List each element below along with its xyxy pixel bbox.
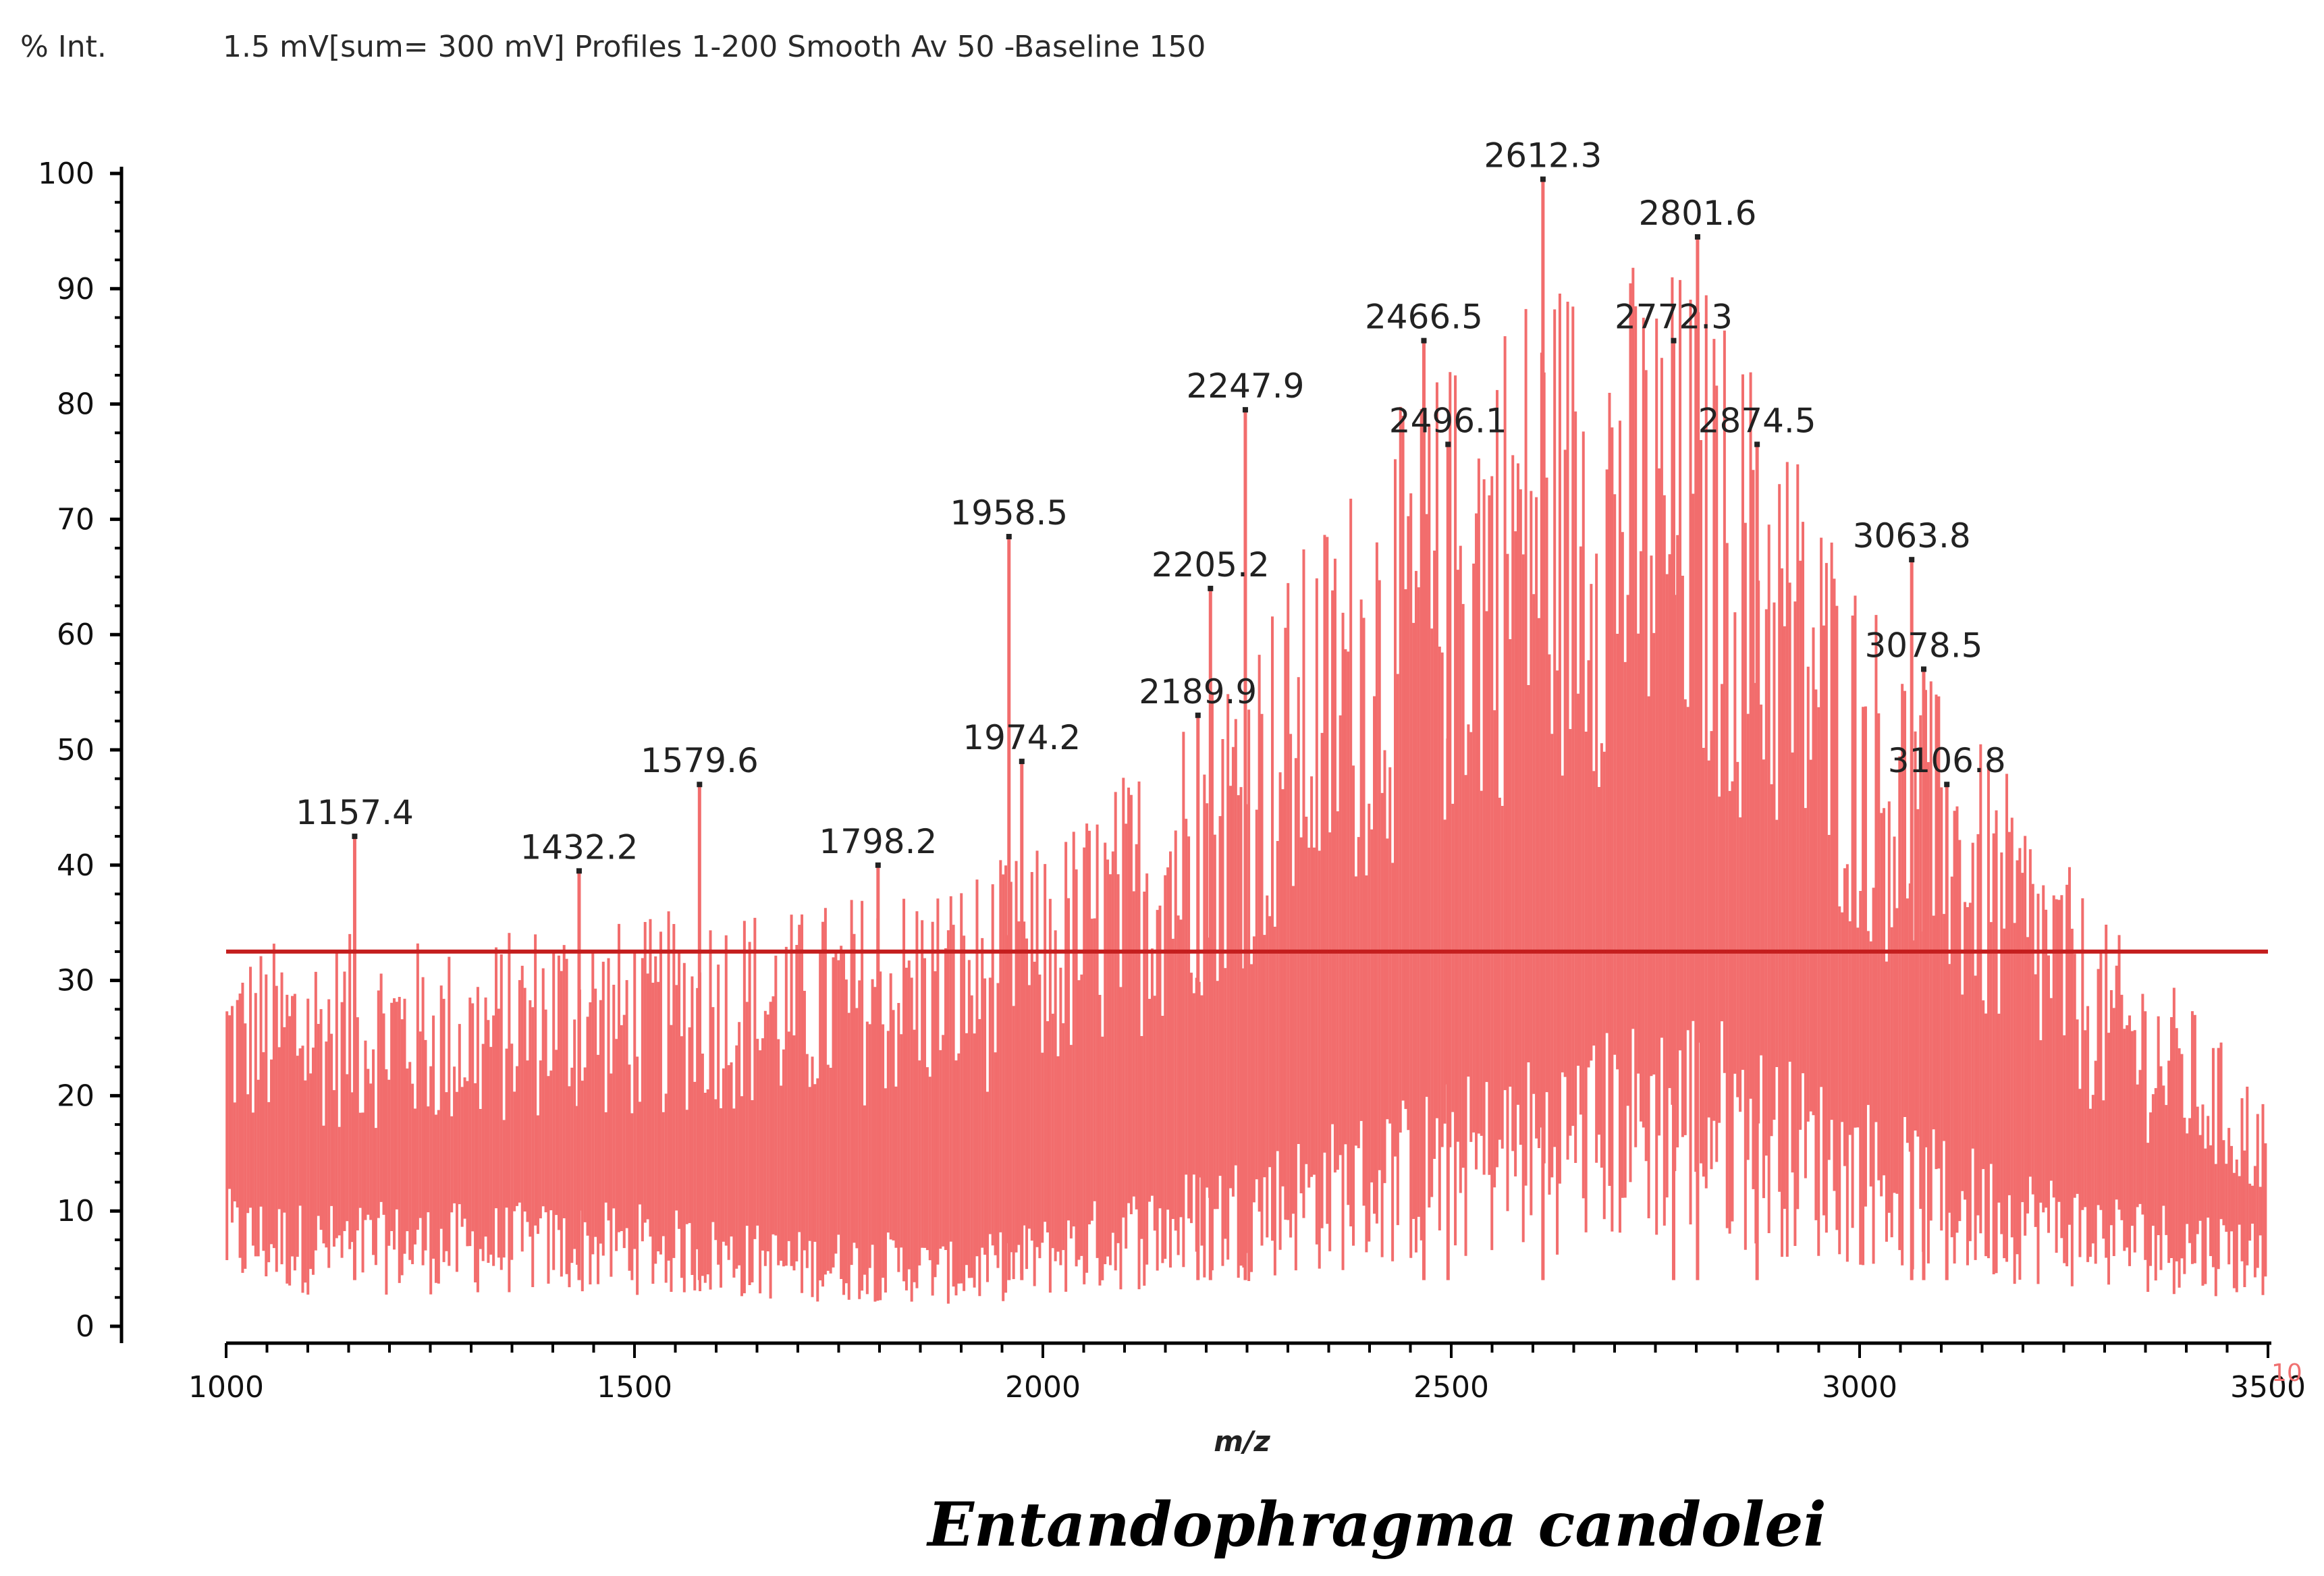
y-tick-label: 90: [57, 272, 94, 306]
y-tick-label: 30: [57, 964, 94, 998]
x-tick-label: 3500: [2230, 1370, 2306, 1405]
peak-label: 1432.2: [520, 827, 638, 867]
peak-label: 2874.5: [1698, 401, 1816, 440]
x-axis-title: m/z: [1214, 1425, 1270, 1458]
peak-label: 2801.6: [1638, 194, 1756, 233]
species-caption: Entandophragma candolei: [925, 1489, 1826, 1560]
peak-label: 1798.2: [819, 822, 937, 861]
peak-marker: [1445, 441, 1451, 447]
peak-marker: [875, 862, 881, 868]
x-tick-label: 1000: [188, 1370, 264, 1405]
peak-marker: [1920, 666, 1926, 672]
peak-label: 1579.6: [641, 741, 759, 780]
peak-label: 1157.4: [296, 793, 414, 832]
y-tick-label: 100: [38, 157, 94, 191]
spectrum-bars: [225, 179, 2267, 1304]
peak-marker: [352, 834, 358, 840]
y-tick-label: 20: [57, 1079, 94, 1113]
y-tick-label: 70: [57, 502, 94, 537]
peak-marker: [1944, 782, 1950, 788]
y-tick-label: 50: [57, 733, 94, 767]
peak-label: 2247.9: [1186, 366, 1304, 406]
y-tick-label: 80: [57, 387, 94, 422]
x-tick-label: 2000: [1005, 1370, 1081, 1405]
peak-marker: [1671, 337, 1677, 344]
peak-marker: [1242, 407, 1248, 413]
peak-marker: [1540, 176, 1546, 182]
x-tick-label: 3000: [1822, 1370, 1897, 1405]
axes: [119, 167, 2271, 1345]
peak-marker: [1019, 759, 1025, 765]
peak-label: 2612.3: [1484, 136, 1602, 175]
axis-exponent-label: 10: [2271, 1359, 2302, 1387]
peak-labels: 1157.4 1432.2 1579.6 1798.2 1958.5 1974.2 2189…: [296, 136, 2006, 874]
peak-label: 2189.9: [1139, 672, 1257, 711]
peak-label: 3063.8: [1853, 516, 1971, 555]
x-ticks: 1000 1500 2000 2500 3000 3500: [188, 1343, 2306, 1405]
peak-marker: [1208, 585, 1214, 591]
peak-marker: [1006, 534, 1012, 540]
y-ticks: 0 10 20 30 40 50 60 70 80 90 100: [38, 157, 123, 1344]
peak-marker: [576, 868, 582, 874]
peak-label: 2772.3: [1615, 298, 1733, 337]
y-tick-label: 40: [57, 848, 94, 883]
peak-label: 1958.5: [950, 493, 1068, 533]
peak-marker: [1909, 557, 1915, 563]
peak-marker: [697, 782, 703, 788]
peak-label: 1974.2: [963, 718, 1081, 757]
peak-label: 3106.8: [1888, 741, 2006, 780]
chart-title: 1.5 mV[sum= 300 mV] Profiles 1-200 Smoot…: [223, 30, 1206, 64]
peak-marker: [1195, 712, 1201, 718]
x-tick-label: 2500: [1413, 1370, 1489, 1405]
x-tick-label: 1500: [597, 1370, 672, 1405]
y-tick-label: 60: [57, 618, 94, 652]
peak-label: 3078.5: [1865, 626, 1983, 665]
y-axis-title: % Int.: [20, 30, 107, 64]
y-tick-label: 0: [76, 1309, 94, 1344]
peak-label: 2205.2: [1152, 545, 1270, 585]
y-tick-label: 10: [57, 1194, 94, 1228]
peak-marker: [1694, 234, 1700, 240]
peak-marker: [1754, 441, 1760, 447]
peak-label: 2466.5: [1365, 298, 1483, 337]
peak-label: 2496.1: [1389, 401, 1507, 440]
peak-marker: [1421, 337, 1427, 344]
